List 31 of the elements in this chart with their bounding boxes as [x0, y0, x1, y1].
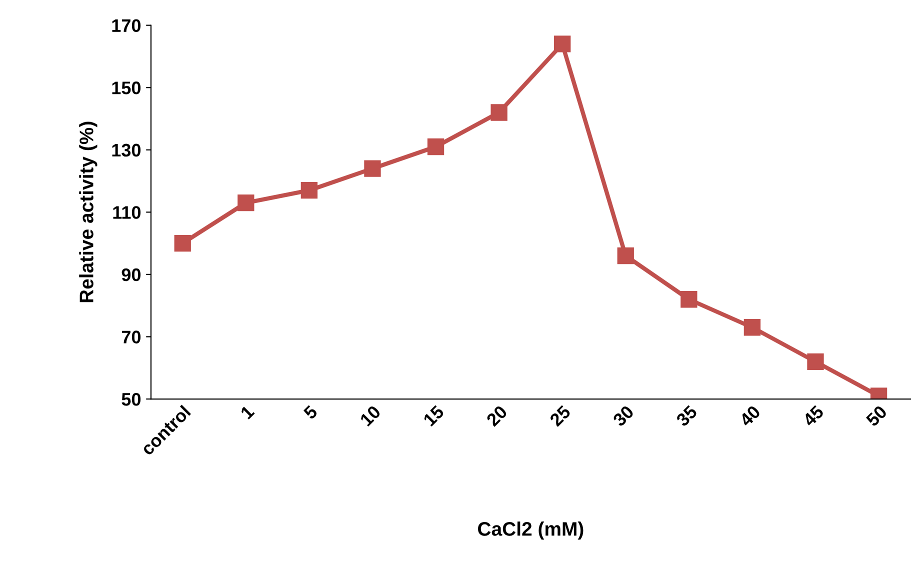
x-tick-label: 30: [612, 404, 635, 428]
point: [174, 234, 191, 252]
point: [427, 138, 444, 156]
y-tick-label: 70: [122, 330, 141, 344]
x-tick-label: 1: [240, 404, 255, 420]
x-tick-label: 10: [359, 404, 382, 427]
x-tick-label: 15: [422, 404, 445, 427]
x-tick-label: 35: [675, 404, 698, 428]
x-tick-label: 5: [302, 404, 318, 420]
x-tick-label: 45: [802, 404, 825, 428]
y-tick-label: 90: [122, 268, 141, 282]
point: [617, 247, 634, 264]
y-tick-label: 110: [113, 206, 141, 219]
y-tick-label: 50: [122, 392, 141, 406]
point: [554, 36, 571, 52]
point: [364, 160, 381, 177]
y-tick-label: 150: [112, 82, 141, 94]
point: [807, 353, 824, 370]
point: [300, 182, 318, 199]
x-tick-label: 25: [548, 404, 572, 428]
point: [744, 319, 761, 336]
y-axis-title: Relative activity (%): [79, 122, 98, 302]
point: [490, 104, 508, 121]
x-axis-title: CaCl2 (mM): [478, 522, 584, 540]
y-tick-label: 170: [112, 19, 141, 32]
point: [680, 291, 698, 308]
point: [238, 194, 254, 212]
x-tick-label: 40: [738, 404, 762, 428]
x-tick-label: 20: [486, 404, 508, 428]
x-tick-label: 50: [865, 404, 888, 428]
y-tick-label: 130: [112, 144, 141, 157]
